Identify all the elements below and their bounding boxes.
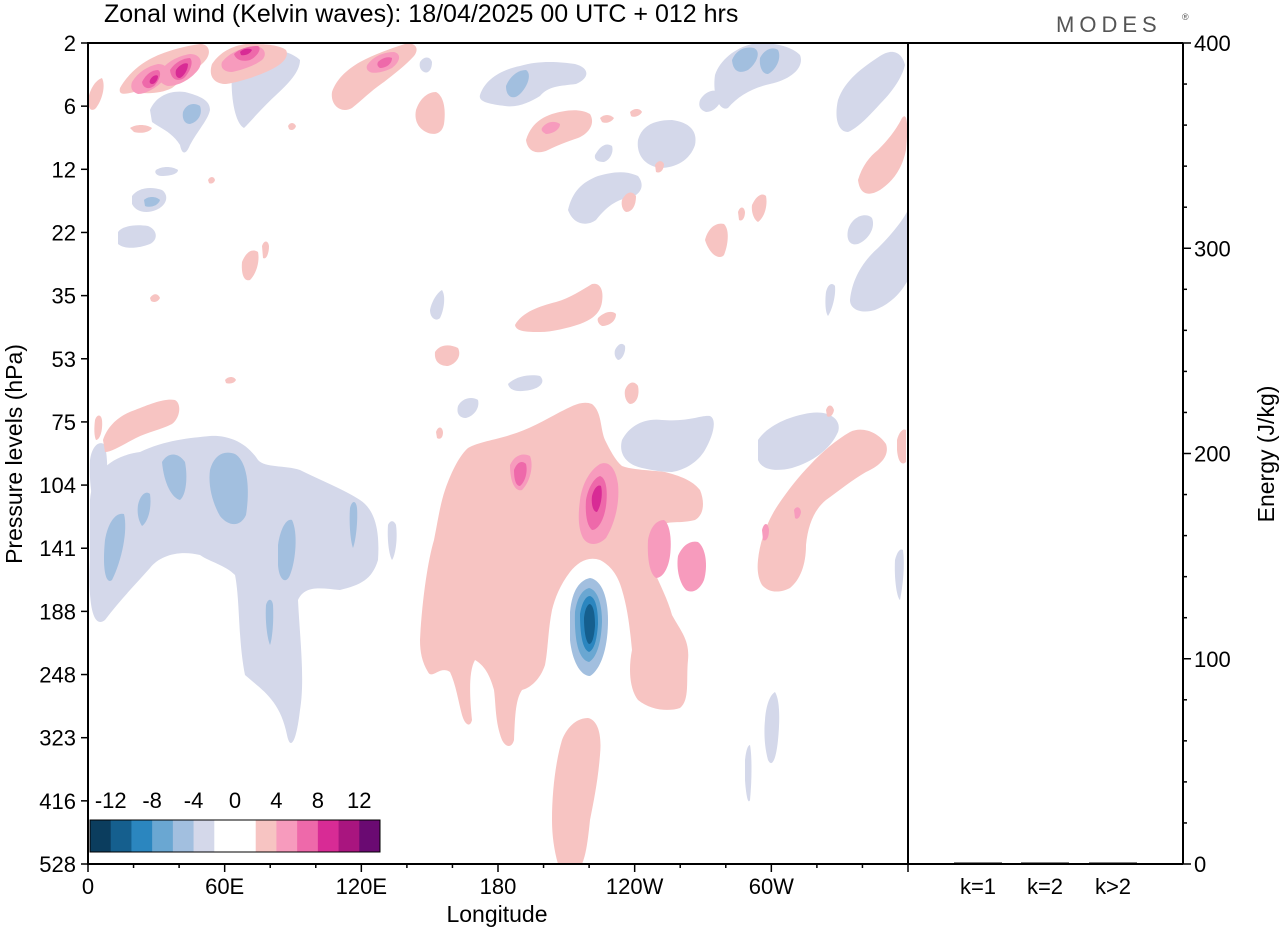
longitude-tick-label: 120W <box>606 874 664 899</box>
energy-category-label: k=2 <box>1027 874 1063 899</box>
colorbar-swatch <box>90 820 112 852</box>
pressure-tick-label: 53 <box>52 347 76 372</box>
colorbar-label: 12 <box>347 788 371 813</box>
positive-anomaly-core <box>149 48 602 512</box>
energy-tick-label: 400 <box>1194 31 1231 56</box>
colorbar-label: -4 <box>184 788 204 813</box>
pressure-tick-label: 6 <box>64 94 76 119</box>
registered-mark: ® <box>1182 12 1189 22</box>
colorbar-frame <box>89 819 381 853</box>
colorbar-label: -12 <box>95 788 127 813</box>
pressure-axis: 2 6 12 22 35 53 75 104 141 188 248 323 416 528 <box>39 31 88 877</box>
longitude-axis: 0 60E 120E 180 120W 60W <box>82 864 909 899</box>
chart-title: Zonal wind (Kelvin waves): 18/04/2025 00… <box>104 0 738 28</box>
colorbar: -12 -8 -4 0 4 8 12 <box>89 788 381 853</box>
modes-logo: MODES <box>1056 12 1162 37</box>
zonal-wind-field <box>88 43 908 864</box>
pressure-tick-label: 75 <box>52 410 76 435</box>
pressure-tick-label: 188 <box>39 599 76 624</box>
longitude-tick-label: 0 <box>82 874 94 899</box>
colorbar-swatch <box>172 820 194 852</box>
energy-tick-label: 300 <box>1194 236 1231 261</box>
colorbar-label: 0 <box>229 788 241 813</box>
colorbar-swatch <box>110 820 132 852</box>
longitude-tick-label: 180 <box>480 874 517 899</box>
colorbar-swatch <box>317 820 339 852</box>
energy-axis-label: Energy (J/kg) <box>1253 386 1279 523</box>
energy-bars: k=1 k=2 k>2 <box>954 862 1137 899</box>
colorbar-swatch <box>338 820 360 852</box>
longitude-tick-label: 120E <box>336 874 387 899</box>
colorbar-swatch <box>214 820 236 852</box>
pressure-tick-label: 35 <box>52 284 76 309</box>
colorbar-swatch <box>193 820 215 852</box>
colorbar-swatch <box>255 820 277 852</box>
pressure-tick-label: 528 <box>39 852 76 877</box>
pressure-tick-label: 12 <box>52 157 76 182</box>
colorbar-swatch <box>359 820 381 852</box>
negative-anomaly-light <box>89 43 908 802</box>
pressure-tick-label: 2 <box>64 31 76 56</box>
pressure-tick-label: 104 <box>39 473 76 498</box>
x-axis-label: Longitude <box>446 901 547 927</box>
colorbar-label: 8 <box>312 788 324 813</box>
colorbar-swatch <box>152 820 174 852</box>
energy-category-label: k=1 <box>960 874 996 899</box>
longitude-tick-label: 60E <box>205 874 244 899</box>
longitude-tick-label: 60W <box>749 874 794 899</box>
colorbar-swatch <box>235 820 257 852</box>
pressure-tick-label: 22 <box>52 220 76 245</box>
energy-tick-label: 0 <box>1194 852 1206 877</box>
colorbar-swatch <box>276 820 298 852</box>
pressure-tick-label: 248 <box>39 663 76 688</box>
pressure-tick-label: 323 <box>39 726 76 751</box>
colorbar-swatch <box>131 820 153 852</box>
negative-anomaly-core <box>584 604 595 644</box>
energy-bar <box>1021 862 1069 864</box>
energy-tick-label: 200 <box>1194 442 1231 467</box>
energy-axis: 0 100 200 300 400 <box>1183 31 1231 877</box>
energy-bar <box>954 862 1002 864</box>
y-axis-label: Pressure levels (hPa) <box>1 344 27 564</box>
colorbar-swatch <box>297 820 319 852</box>
energy-tick-label: 100 <box>1194 647 1231 672</box>
pressure-tick-label: 416 <box>39 789 76 814</box>
colorbar-label: -8 <box>142 788 162 813</box>
energy-bar <box>1089 862 1137 864</box>
pressure-tick-label: 141 <box>39 536 76 561</box>
colorbar-label: 4 <box>270 788 282 813</box>
energy-category-label: k>2 <box>1095 874 1131 899</box>
